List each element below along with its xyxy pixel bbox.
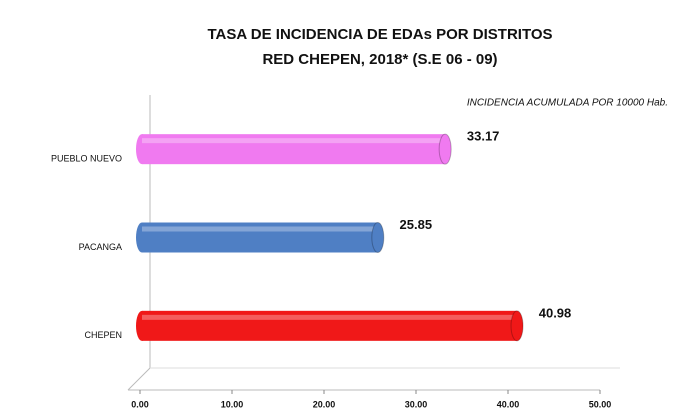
y-tick-label: PUEBLO NUEVO	[51, 154, 122, 164]
value-label: 40.98	[539, 305, 572, 320]
x-tick-label: 50.00	[589, 399, 612, 409]
bar-shine	[142, 226, 378, 232]
x-tick-label: 30.00	[405, 399, 428, 409]
x-tick-label: 20.00	[313, 399, 336, 409]
value-label: 25.85	[400, 217, 433, 232]
chart-subtitle: RED CHEPEN, 2018* (S.E 06 - 09)	[262, 51, 497, 68]
bar-shine	[142, 138, 446, 144]
chart-title: TASA DE INCIDENCIA DE EDAs POR DISTRITOS	[207, 26, 552, 43]
y-tick-label: CHEPEN	[84, 330, 122, 340]
annotation: INCIDENCIA ACUMULADA POR 10000 Hab.	[467, 98, 668, 109]
bar	[142, 310, 518, 341]
bar-cap	[371, 222, 385, 253]
bar-cap	[438, 133, 452, 165]
bar	[142, 222, 378, 253]
bar	[142, 134, 446, 165]
x-tick-label: 40.00	[497, 399, 520, 409]
x-tick-label: 10.00	[221, 399, 244, 409]
bar-cap	[510, 310, 524, 342]
x-tick-label: 0.00	[131, 399, 149, 409]
bar-shine	[142, 314, 518, 320]
y-tick-label: PACANGA	[79, 242, 122, 252]
value-label: 33.17	[467, 129, 500, 144]
